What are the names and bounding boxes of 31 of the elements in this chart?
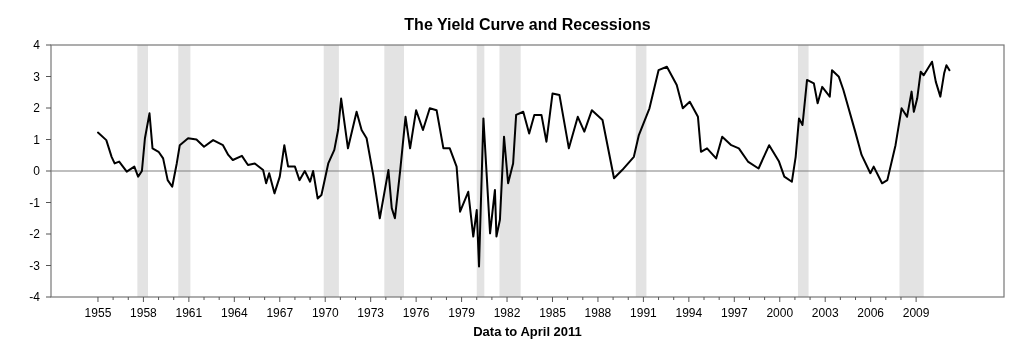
y-tick-label: -4 xyxy=(29,290,41,305)
y-tick-label: 4 xyxy=(33,38,41,53)
y-tick-label: 3 xyxy=(33,69,41,84)
x-tick-label: 1970 xyxy=(311,306,339,320)
x-tick-label: 1988 xyxy=(584,306,612,320)
x-tick-label: 1967 xyxy=(266,306,294,320)
y-tick-label: -1 xyxy=(29,195,41,210)
x-tick-label: 1982 xyxy=(493,306,521,320)
y-tick-label: 0 xyxy=(33,164,41,179)
chart-title: The Yield Curve and Recessions xyxy=(404,16,651,33)
x-tick-label: 1979 xyxy=(448,306,476,320)
x-tick-label: 2006 xyxy=(857,306,885,320)
x-tick-label: 1991 xyxy=(630,306,658,320)
x-tick-label: 2003 xyxy=(811,306,839,320)
y-tick-label: 2 xyxy=(33,101,41,116)
line-series xyxy=(96,60,951,268)
x-tick-label: 2009 xyxy=(902,306,930,320)
y-tick-label: -3 xyxy=(29,258,41,273)
x-tick-label: 1973 xyxy=(357,306,385,320)
x-tick-label: 1994 xyxy=(675,306,703,320)
y-tick-label: -2 xyxy=(29,227,41,242)
x-tick-label: 1985 xyxy=(539,306,567,320)
x-tick-label: 1955 xyxy=(84,306,112,320)
x-tick-label: 1961 xyxy=(175,306,203,320)
x-tick-label: 1964 xyxy=(220,306,248,320)
x-tick-label: 1958 xyxy=(130,306,158,320)
x-tick-label: 1976 xyxy=(402,306,430,320)
x-tick-label: 1997 xyxy=(720,306,748,320)
x-tick-label: 2000 xyxy=(766,306,794,320)
x-axis-title: Data to April 2011 xyxy=(473,324,582,339)
y-tick-label: 1 xyxy=(33,132,41,147)
